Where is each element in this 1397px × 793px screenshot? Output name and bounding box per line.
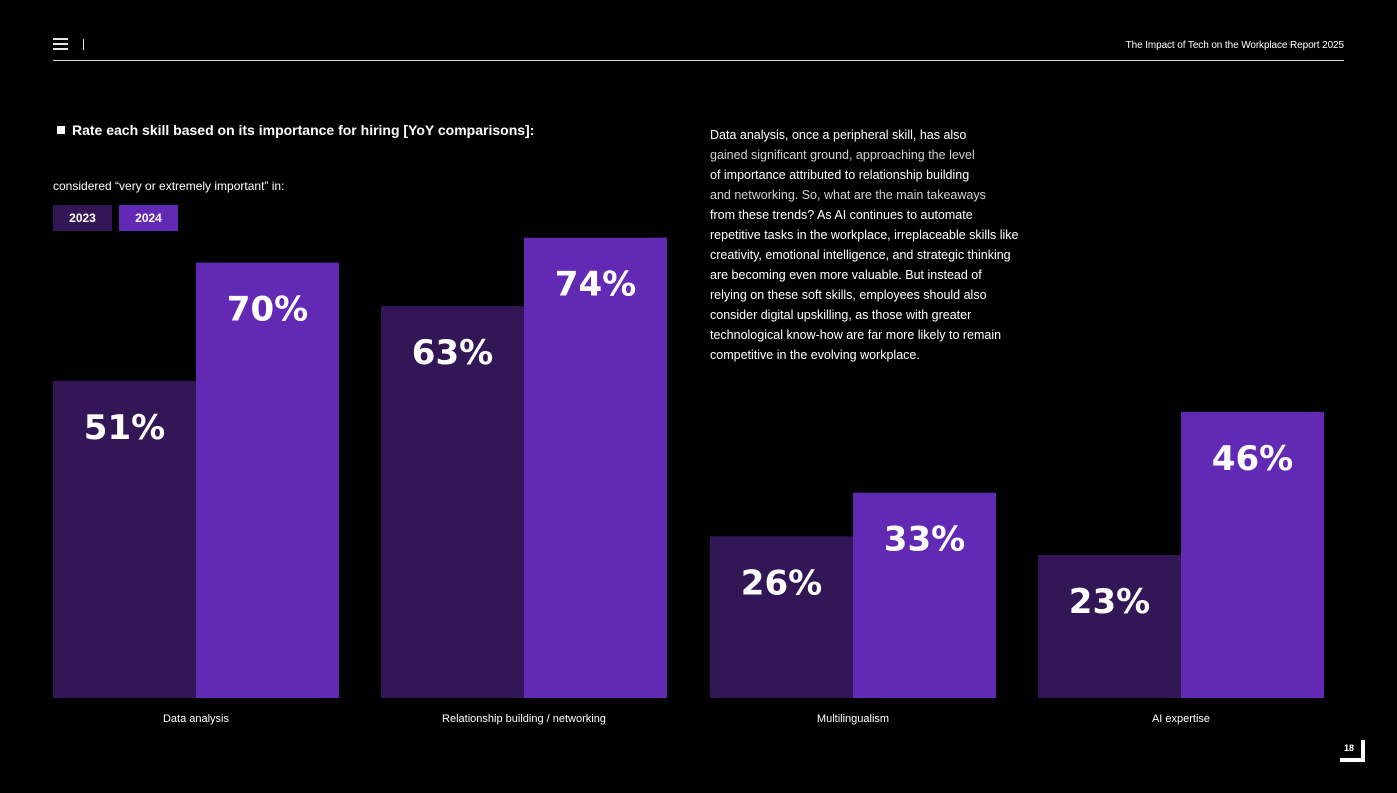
description-line-1: Data analysis, once a peripheral skill, …: [710, 128, 967, 142]
category-label-3: AI expertise: [1152, 713, 1210, 725]
category-label-0: Data analysis: [163, 713, 230, 725]
description-paragraph: from these trends? As AI continues to au…: [710, 208, 1019, 362]
legend: 2023 2024: [53, 205, 178, 231]
bar-2023-1: [381, 306, 524, 698]
report-title: The Impact of Tech on the Workplace Repo…: [1125, 40, 1345, 51]
category-label-1: Relationship building / networking: [442, 713, 606, 725]
menu-icon[interactable]: [53, 38, 68, 50]
legend-item-2024: 2024: [119, 205, 178, 231]
page-badge: 18: [1340, 740, 1365, 762]
bar-2023-2: [710, 536, 853, 698]
bar-2024-1: [524, 237, 667, 698]
data-label-2023-1: 63%: [412, 333, 493, 373]
chart-title: Rate each skill based on its importance …: [72, 122, 535, 138]
data-label-2023-3: 23%: [1069, 582, 1150, 622]
bar-2024-3: [1181, 411, 1324, 698]
data-label-2024-3: 46%: [1212, 439, 1293, 479]
legend-item-2023: 2023: [53, 205, 112, 231]
description-line-2: gained significant ground, approaching t…: [710, 148, 975, 162]
data-label-2024-0: 70%: [227, 290, 308, 330]
chart-subtitle: considered “very or extremely important”…: [53, 179, 285, 193]
bullet-square-icon: [57, 126, 65, 134]
page-number: 18: [1344, 743, 1355, 753]
bar-2023-3: [1038, 554, 1181, 698]
description-text: Data analysis, once a peripheral skill, …: [710, 125, 1020, 365]
top-bar: The Impact of Tech on the Workplace Repo…: [53, 30, 1344, 61]
bar-2023-0: [53, 380, 196, 698]
chart-title-block: Rate each skill based on its importance …: [57, 122, 534, 138]
bar-2024-2: [853, 492, 996, 698]
description-line-4: and networking. So, what are the main ta…: [710, 188, 986, 202]
data-label-2023-0: 51%: [84, 408, 165, 448]
bar-2024-0: [196, 262, 339, 698]
data-label-2024-2: 33%: [884, 520, 965, 560]
category-label-2: Multilingualism: [817, 713, 889, 725]
data-label-2024-1: 74%: [555, 265, 636, 305]
divider: [83, 39, 84, 50]
description-line-3: of importance attributed to relationship…: [710, 168, 970, 182]
data-label-2023-2: 26%: [741, 563, 822, 603]
page-corner-icon: [1340, 740, 1365, 762]
